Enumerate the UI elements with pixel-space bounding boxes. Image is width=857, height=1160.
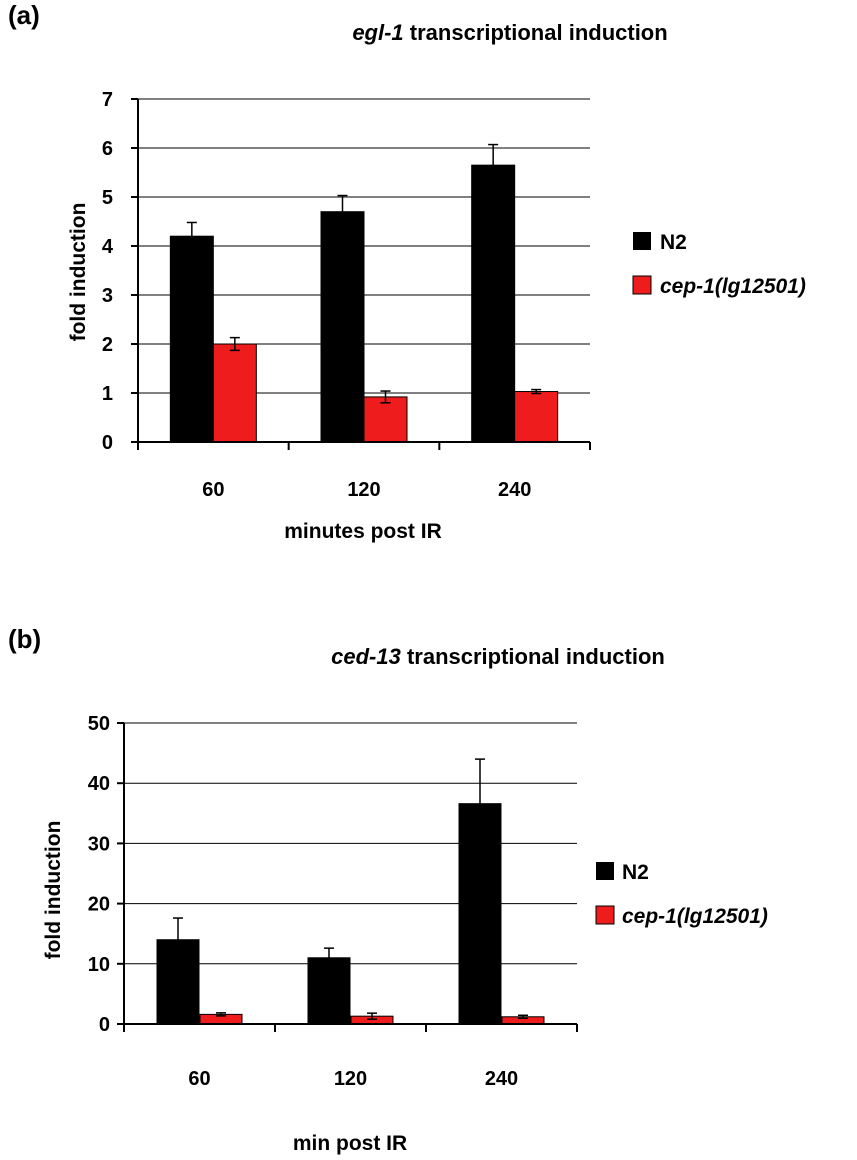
x-tick-label-a-0: 60: [202, 479, 224, 501]
chart-panel-b: (b) ced-13 transcriptional induction fol…: [8, 624, 768, 1155]
y-tick-label-a-4: 4: [102, 236, 114, 258]
y-axis-title-b: fold induction: [42, 821, 65, 960]
legend-label-cep1-a: cep-1(lg12501): [660, 275, 806, 298]
chart-panel-a: (a) egl-1 transcriptional induction fold…: [8, 0, 806, 543]
y-tick-label-a-3: 3: [102, 285, 113, 307]
y-tick-label-a-1: 1: [102, 383, 113, 405]
y-tick-label-b-0: 0: [99, 1014, 110, 1036]
x-tick-label-a-1: 120: [347, 479, 380, 501]
chart-title-b: ced-13 transcriptional induction: [331, 644, 665, 669]
bar-a-s1-c0: [212, 343, 257, 443]
y-tick-label-a-7: 7: [102, 89, 113, 111]
y-tick-label-b-1: 10: [88, 954, 110, 976]
x-tick-label-b-1: 120: [334, 1068, 367, 1090]
x-tick-label-b-0: 60: [188, 1068, 210, 1090]
bar-b-s0-c1: [307, 957, 351, 1025]
bar-a-s0-c1: [320, 211, 365, 443]
y-tick-label-a-2: 2: [102, 334, 113, 356]
y-axis-title-a: fold induction: [67, 203, 90, 342]
y-tick-label-b-2: 20: [88, 894, 110, 916]
bar-a-s1-c1: [363, 396, 408, 443]
y-tick-label-a-5: 5: [102, 187, 113, 209]
panel-label-b: (b): [8, 624, 41, 654]
chart-title-a-gene: egl-1: [352, 20, 403, 45]
x-tick-label-b-2: 240: [485, 1068, 518, 1090]
x-axis-title-a: minutes post IR: [284, 520, 442, 543]
y-tick-label-b-4: 40: [88, 773, 110, 795]
legend-a: N2 cep-1(lg12501): [632, 231, 806, 298]
y-tick-label-a-0: 0: [102, 432, 113, 454]
legend-swatch-n2-a: [633, 232, 651, 250]
y-tick-label-b-3: 30: [88, 833, 110, 855]
x-axis-title-b: min post IR: [293, 1132, 407, 1155]
legend-swatch-n2-b: [596, 862, 614, 880]
y-tick-label-b-5: 50: [88, 713, 110, 735]
bar-a-s1-c2: [514, 391, 559, 443]
legend-label-n2-b: N2: [622, 861, 649, 884]
panel-label-a: (a): [8, 0, 40, 30]
bar-a-s0-c0: [169, 235, 214, 443]
legend-swatch-cep1-b: [595, 905, 615, 925]
bar-a-s0-c2: [471, 164, 516, 443]
plot-area-b: 0 10 20 30 40 50 60 120 240: [88, 713, 578, 1090]
chart-title-a: egl-1 transcriptional induction: [352, 20, 667, 45]
legend-swatch-cep1-a: [632, 275, 652, 295]
chart-title-b-gene: ced-13: [331, 644, 401, 669]
x-tick-label-a-2: 240: [498, 479, 531, 501]
y-tick-label-a-6: 6: [102, 138, 113, 160]
legend-label-cep1-b: cep-1(lg12501): [622, 905, 768, 928]
chart-title-b-rest: transcriptional induction: [401, 644, 665, 669]
legend-label-n2-a: N2: [660, 231, 687, 254]
legend-b: N2 cep-1(lg12501): [595, 861, 768, 928]
chart-title-a-rest: transcriptional induction: [404, 20, 668, 45]
plot-area-a: 0 1 2 3 4 5 6 7 60 120 240: [102, 89, 591, 501]
